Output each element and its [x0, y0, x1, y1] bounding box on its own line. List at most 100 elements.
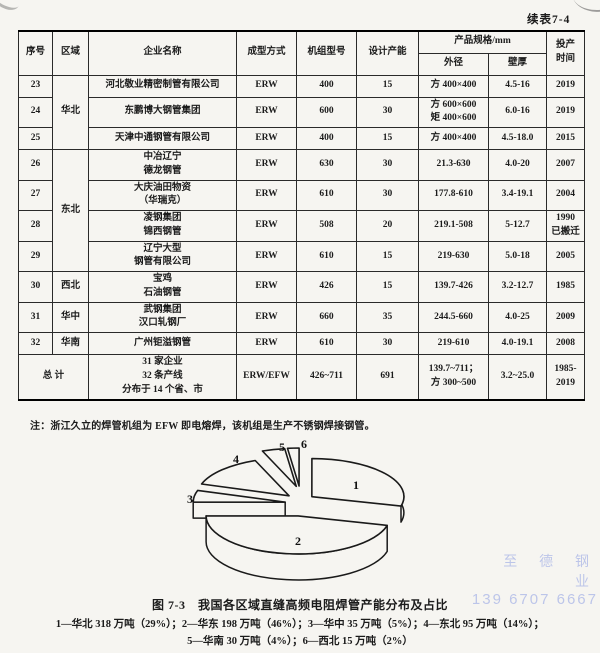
table-cell: 西北 [52, 271, 89, 303]
table-cell: 35 [356, 301, 419, 334]
header-subrow: 外径 壁厚 [19, 52, 585, 76]
table-row: 23 华北 河北敬业精密制管有限公司 ERW 400 15 方 400×400 4.5-16 2… [18, 74, 585, 151]
table-cell: 219-630 [418, 240, 489, 273]
table-cell: 426 [296, 271, 357, 303]
table-row: 32 华南 广州钜溢钢管 ERW 610 30 219-610 4.0-19.1 2008 [18, 332, 585, 356]
figure-caption: 图 7-3 我国各区域直缝高频电阻焊管产能分布及占比 [152, 598, 448, 612]
table-cell: 23 [18, 74, 53, 98]
table-cell: 5.0-18 [488, 240, 547, 273]
table-cell: 辽宁大型 钢管有限公司 [88, 240, 237, 273]
table-cell: 610 [296, 240, 357, 273]
table-cell: 24 [18, 96, 53, 129]
table-cell: 30 [18, 271, 53, 303]
pie-slice [261, 447, 298, 488]
table-cell: 26 [18, 149, 53, 181]
table-cell: 177.8-610 [418, 179, 489, 212]
table-row: 29 辽宁大型 钢管有限公司 ERW 610 15 219-630 5.0-18 2005 [18, 240, 585, 273]
table-cell: 31 家企业 32 条产线 分布于 14 个省、市 [88, 354, 237, 401]
table-cell: 508 [296, 210, 357, 242]
table-cell: 15 [356, 74, 419, 98]
table-cell: 4.5-18.0 [488, 127, 547, 151]
table-cell: 华北 [52, 74, 89, 151]
table-cell: 15 [356, 240, 419, 273]
table-cell: ERW [236, 149, 297, 181]
table-cell: 方 400×400 [418, 127, 489, 151]
table-cell: 3.2~25.0 [488, 354, 547, 401]
table-cell: 中冶辽宁 德龙钢管 [88, 149, 237, 181]
pie-chart-svg: 1 2 3 4 5 6 [187, 437, 405, 581]
table-cell: 方 600×600 矩 400×600 [418, 96, 489, 129]
table-cell: 27 [18, 179, 53, 212]
table-cell: 30 [356, 96, 419, 129]
table-cell: 29 [18, 240, 53, 273]
table-cell: 天津中通钢管有限公司 [88, 127, 237, 151]
pie-slice-label: 2 [295, 534, 301, 548]
table-cell: 31 [18, 301, 53, 334]
table-footnote: 注：浙江久立的焊管机组为 EFW 即电熔焊，该机组是生产不锈钢焊接钢管。 [30, 421, 375, 432]
table-cell: 3.2-12.7 [488, 271, 547, 303]
table-cell: 广州钜溢钢管 [88, 332, 237, 356]
column-header: 序号 [18, 30, 53, 76]
table-row: 24 东鹏博大钢管集团 ERW 600 30 方 600×600 矩 400×600 6.0… [18, 96, 585, 129]
pie-slice [192, 489, 286, 503]
table-cell: 32 [18, 332, 53, 356]
column-header: 区域 [52, 30, 89, 76]
table-cell: 东北 [52, 149, 89, 273]
column-header: 企业名称 [88, 30, 237, 76]
table-continuation-label: 续表7-4 [527, 14, 571, 26]
column-header: 成型方式 [236, 30, 297, 76]
column-header: 投产 时间 [546, 30, 585, 76]
column-header: 壁厚 [488, 52, 547, 76]
table-row: 25 天津中通钢管有限公司 ERW 400 15 方 400×400 4.5-18.0 201… [18, 127, 585, 151]
table-cell: 25 [18, 127, 53, 151]
table-cell: 15 [356, 127, 419, 151]
table-cell: 凌钢集团 锦西钢管 [88, 210, 237, 242]
table-cell: 2009 [546, 301, 585, 334]
table-cell: 660 [296, 301, 357, 334]
scan-artifact-top-right [571, 0, 600, 18]
table-cell: 方 400×400 [418, 74, 489, 98]
table-row: 26 东北 中冶辽宁 德龙钢管 ERW 630 30 21.3-630 4.0-20 2007 [18, 149, 585, 273]
table-cell: 600 [296, 96, 357, 129]
table-cell: 28 [18, 210, 53, 242]
table-cell: 139.7-426 [418, 271, 489, 303]
table-cell: 2007 [546, 149, 585, 181]
capacity-table-body: 23 华北 河北敬业精密制管有限公司 ERW 400 15 方 400×400 4.5-16 2… [18, 74, 585, 401]
region-capacity-pie-chart: 1 2 3 4 5 6 [180, 437, 430, 598]
table-cell: 河北敬业精密制管有限公司 [88, 74, 237, 98]
scan-artifact-top-left [0, 0, 23, 14]
pie-slice [205, 515, 388, 555]
table-cell: 610 [296, 179, 357, 212]
pie-slice [286, 447, 300, 487]
table-cell: 宝鸡 石油钢管 [88, 271, 237, 303]
table-cell: 2008 [546, 332, 585, 356]
column-header: 设计产能 [356, 30, 419, 76]
table-row: 总 计 31 家企业 32 条产线 分布于 14 个省、市 ERW/EFW 426~7… [18, 354, 585, 401]
table-cell: 4.0-20 [488, 149, 547, 181]
pie-slice [200, 459, 290, 497]
figure-legend-line-2: 5—华南 30 万吨（4%）；6—西北 15 万吨（2%） [187, 636, 413, 647]
table-cell: 1985- 2019 [546, 354, 585, 401]
column-header: 产品规格/mm [418, 30, 547, 54]
table-cell: ERW [236, 332, 297, 356]
table-cell: 400 [296, 127, 357, 151]
table-cell: 400 [296, 74, 357, 98]
table-cell: 2019 [546, 96, 585, 129]
table-cell: 21.3-630 [418, 149, 489, 181]
header-row: 序号 区域 企业名称 成型方式 机组型号 设计产能 产品规格/mm 投产 时间 [18, 30, 585, 76]
watermark-company-name: 至 德 钢 业 [503, 553, 598, 589]
table-cell: 3.4-19.1 [488, 179, 547, 212]
table-row: 27 大庆油田物资 （华瑞克） ERW 610 30 177.8-610 3.4-19.1 2… [18, 179, 585, 212]
table-cell: ERW [236, 301, 297, 334]
table-cell: 30 [356, 149, 419, 181]
table-cell: 1990 已搬迁 [546, 210, 585, 242]
table-cell: 4.0-25 [488, 301, 547, 334]
table-row: 31 华中 武钢集团 汉口轧钢厂 ERW 660 35 244.5-660 4.0-25 200… [18, 301, 585, 334]
table-cell: ERW [236, 179, 297, 212]
column-header: 外径 [418, 52, 489, 76]
table-cell: 6.0-16 [488, 96, 547, 129]
table-row: 30 西北 宝鸡 石油钢管 ERW 426 15 139.7-426 3.2-12.7 1985 [18, 271, 585, 303]
table-cell: ERW [236, 74, 297, 98]
table-row: 28 凌钢集团 锦西钢管 ERW 508 20 219.1-508 5-12.7 1990 已… [18, 210, 585, 242]
